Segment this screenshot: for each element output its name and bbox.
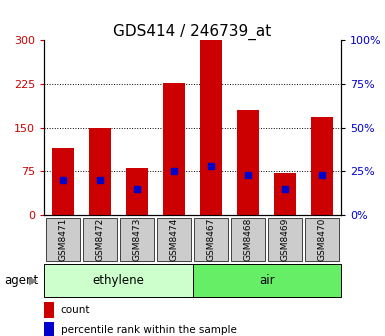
Bar [44, 302, 54, 318]
FancyBboxPatch shape [231, 218, 265, 261]
Text: percentile rank within the sample: percentile rank within the sample [60, 325, 236, 335]
Text: GSM8469: GSM8469 [281, 218, 290, 261]
Bar [311, 117, 333, 215]
FancyBboxPatch shape [268, 218, 302, 261]
Bar [52, 148, 74, 215]
Text: GSM8471: GSM8471 [58, 218, 67, 261]
Text: GSM8470: GSM8470 [318, 218, 327, 261]
FancyBboxPatch shape [305, 218, 340, 261]
Text: GSM8468: GSM8468 [244, 218, 253, 261]
Text: agent: agent [4, 274, 38, 287]
Text: GSM8473: GSM8473 [132, 218, 141, 261]
Text: ethylene: ethylene [92, 274, 144, 287]
FancyBboxPatch shape [120, 218, 154, 261]
Bar [44, 323, 54, 336]
Text: count: count [60, 305, 90, 315]
FancyBboxPatch shape [44, 264, 192, 297]
Text: ▶: ▶ [28, 276, 37, 286]
Bar [89, 128, 111, 215]
FancyBboxPatch shape [83, 218, 117, 261]
Bar [237, 110, 259, 215]
Bar [200, 40, 222, 215]
Bar [126, 168, 148, 215]
FancyBboxPatch shape [45, 218, 80, 261]
Title: GDS414 / 246739_at: GDS414 / 246739_at [113, 24, 272, 40]
Bar [274, 173, 296, 215]
Text: GSM8474: GSM8474 [169, 218, 179, 261]
Text: GSM8467: GSM8467 [206, 218, 216, 261]
FancyBboxPatch shape [194, 218, 228, 261]
Text: air: air [259, 274, 275, 287]
Bar [163, 83, 185, 215]
Text: GSM8472: GSM8472 [95, 218, 104, 261]
FancyBboxPatch shape [192, 264, 341, 297]
FancyBboxPatch shape [157, 218, 191, 261]
